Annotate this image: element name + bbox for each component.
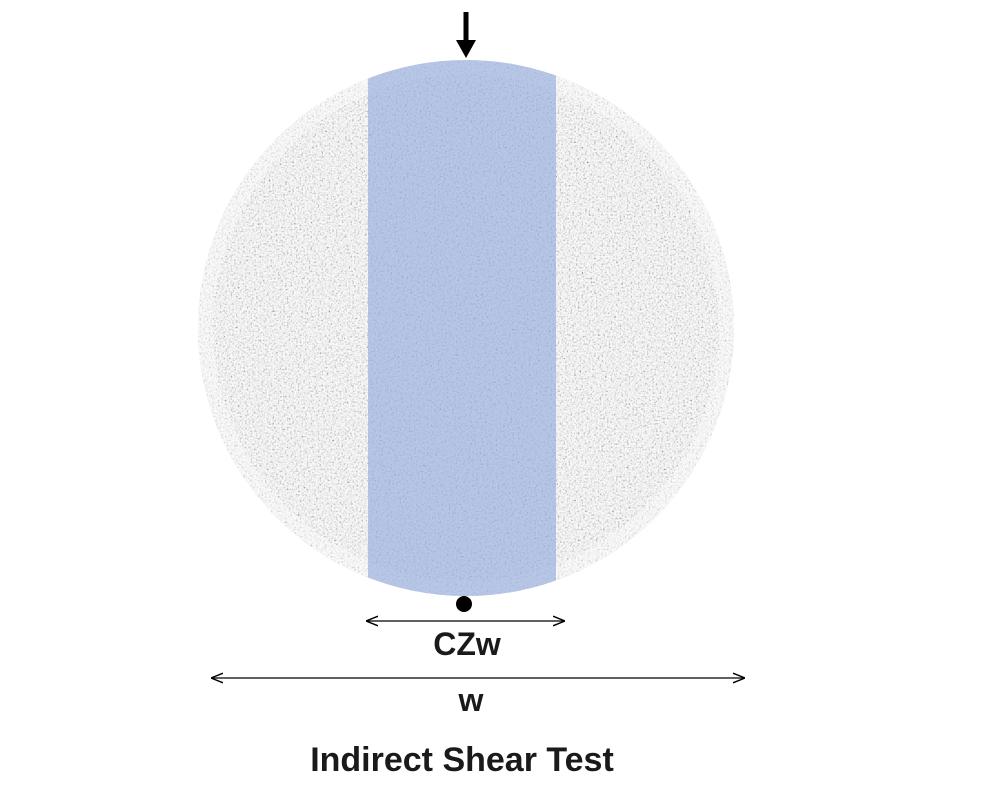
width-label: w bbox=[458, 682, 484, 718]
diagram-caption: Indirect Shear Test bbox=[310, 741, 614, 779]
contact-zone-band bbox=[368, 60, 556, 596]
load-arrow-icon bbox=[456, 12, 476, 58]
support-point bbox=[456, 596, 472, 612]
specimen-disc bbox=[198, 60, 734, 596]
contact-zone-width-label: CZw bbox=[433, 626, 501, 662]
